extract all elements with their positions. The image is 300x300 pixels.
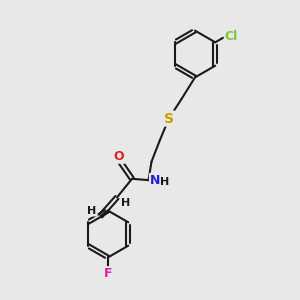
Text: S: S [164, 112, 174, 125]
Text: N: N [150, 174, 160, 187]
Text: H: H [160, 177, 169, 187]
Text: O: O [114, 150, 124, 163]
Text: H: H [121, 198, 130, 208]
Text: F: F [104, 267, 112, 280]
Text: Cl: Cl [225, 30, 238, 43]
Text: H: H [88, 206, 97, 216]
